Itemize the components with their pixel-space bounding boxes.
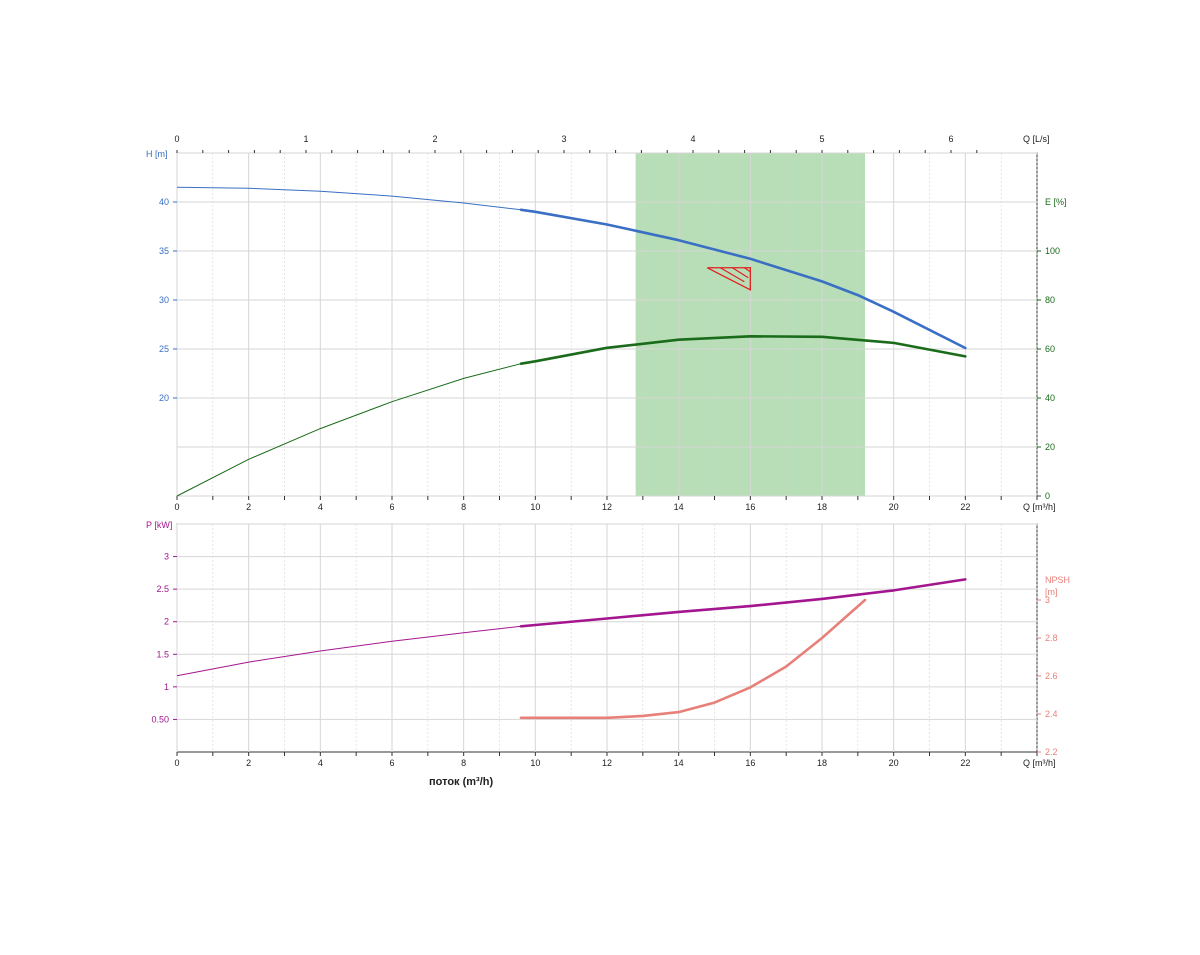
left-tick-label: 2.5 [156,584,169,594]
duty-point-marker [707,267,751,291]
left-tick-label: 1 [164,682,169,692]
right-tick-label: 40 [1045,393,1055,403]
x-tick-label: 20 [889,502,899,512]
top-tick-label: 0 [174,134,179,144]
left-axis-label: H [m] [146,149,168,159]
right-tick-label: 60 [1045,344,1055,354]
x-axis-label: Q [m³/h] [1023,758,1056,768]
x-tick-label: 22 [960,758,970,768]
right-axis-label-line: NPSH [1045,575,1070,585]
right-axis-label: E [%] [1045,197,1067,207]
head-curve [519,208,967,350]
x-tick-label: 2 [246,502,251,512]
x-tick-label: 2 [246,758,251,768]
x-tick-label: 8 [461,758,466,768]
left-tick-label: 3 [164,552,169,562]
x-tick-label: 4 [318,502,323,512]
right-axis-label-line: [m] [1045,587,1058,597]
top-tick-label: 1 [303,134,308,144]
top-axis-label: Q [L/s] [1023,134,1050,144]
left-axis-label: P [kW] [146,520,172,530]
x-tick-label: 12 [602,502,612,512]
x-axis-label: Q [m³/h] [1023,502,1056,512]
right-tick-label: 100 [1045,246,1060,256]
right-tick-label: 2.6 [1045,671,1058,681]
left-tick-label: 30 [159,295,169,305]
left-tick-label: 0.50 [151,714,169,724]
x-tick-label: 6 [389,758,394,768]
x-tick-label: 18 [817,758,827,768]
left-tick-label: 35 [159,246,169,256]
x-tick-label: 16 [745,502,755,512]
x-tick-label: 20 [889,758,899,768]
right-tick-label: 20 [1045,442,1055,452]
right-tick-label: 0 [1045,491,1050,501]
head-curve-thin [176,186,522,211]
chart-xlabel: поток (m³/h) [429,776,493,788]
right-tick-label: 2.4 [1045,709,1058,719]
top-tick-label: 2 [432,134,437,144]
x-tick-label: 6 [389,502,394,512]
duty-point-hatch [744,267,751,273]
left-tick-label: 2 [164,617,169,627]
x-tick-label: 16 [745,758,755,768]
x-tick-label: 0 [174,502,179,512]
efficiency-curve [519,334,967,366]
right-tick-label: 2.2 [1045,747,1058,757]
x-tick-label: 10 [530,502,540,512]
x-tick-label: 0 [174,758,179,768]
duty-point-hatch [720,267,745,283]
power-curve [519,578,967,628]
x-tick-label: 10 [530,758,540,768]
efficiency-curve-thin [176,363,522,497]
x-tick-label: 4 [318,758,323,768]
right-tick-label: 80 [1045,295,1055,305]
x-tick-label: 22 [960,502,970,512]
x-tick-label: 18 [817,502,827,512]
npsh-curve [519,598,867,720]
top-tick-label: 6 [948,134,953,144]
left-tick-label: 25 [159,344,169,354]
x-tick-label: 14 [674,502,684,512]
x-tick-label: 14 [674,758,684,768]
top-tick-label: 4 [690,134,695,144]
x-tick-label: 8 [461,502,466,512]
left-tick-label: 1.5 [156,649,169,659]
duty-point-triangle [707,267,751,291]
right-tick-label: 3 [1045,595,1050,605]
duty-point-hatch [732,267,749,279]
left-tick-label: 40 [159,197,169,207]
power-curve-thin [176,625,522,677]
left-tick-label: 20 [159,393,169,403]
x-tick-label: 12 [602,758,612,768]
top-tick-label: 3 [561,134,566,144]
top-tick-label: 5 [819,134,824,144]
right-tick-label: 2.8 [1045,633,1058,643]
